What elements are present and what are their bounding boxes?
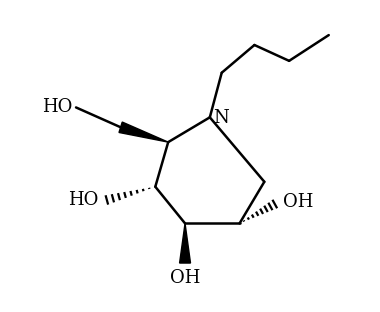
Text: HO: HO — [68, 191, 99, 209]
Text: OH: OH — [170, 269, 200, 287]
Polygon shape — [180, 223, 190, 263]
Text: N: N — [213, 109, 228, 127]
Text: HO: HO — [42, 99, 72, 116]
Text: OH: OH — [283, 193, 314, 211]
Polygon shape — [119, 122, 168, 142]
